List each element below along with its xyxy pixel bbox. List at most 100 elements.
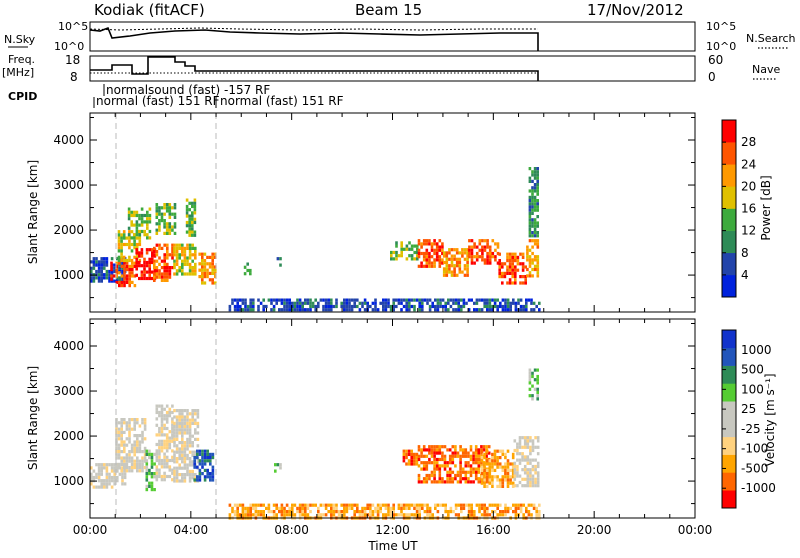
data-cell (186, 441, 189, 445)
data-cell (188, 227, 191, 231)
data-cell (467, 513, 471, 517)
data-cell (518, 461, 522, 465)
data-cell (165, 426, 169, 431)
data-cell (166, 256, 169, 260)
data-cell (534, 480, 537, 485)
data-cell (198, 275, 201, 279)
data-cell (158, 414, 161, 418)
data-cell (304, 510, 307, 514)
data-cell (155, 222, 159, 226)
data-cell (506, 298, 510, 302)
data-cell (158, 269, 161, 273)
data-cell (418, 503, 421, 507)
data-cell (379, 503, 382, 507)
data-cell (158, 219, 161, 223)
data-cell (350, 506, 354, 510)
data-cell (115, 271, 118, 275)
data-cell (178, 450, 181, 454)
data-cell (108, 479, 111, 483)
data-cell (130, 446, 134, 450)
data-cell (496, 478, 499, 482)
data-cell (428, 457, 431, 462)
data-cell (449, 510, 453, 514)
data-cell (252, 513, 255, 517)
data-cell (203, 462, 207, 466)
data-cell (125, 427, 129, 431)
data-cell (536, 274, 540, 278)
data-cell (160, 219, 164, 223)
data-cell (123, 482, 127, 486)
data-cell (130, 459, 134, 463)
data-cell (133, 261, 137, 265)
data-cell (488, 301, 492, 305)
data-cell (506, 468, 510, 472)
colorbar-tick-label: 500 (741, 363, 764, 377)
data-cell (181, 441, 184, 445)
data-cell (117, 258, 121, 263)
data-cell (513, 461, 517, 465)
data-cell (504, 308, 507, 312)
data-cell (528, 248, 532, 252)
data-cell (369, 503, 372, 507)
data-cell (324, 513, 328, 517)
data-cell (531, 251, 534, 256)
data-cell (428, 473, 431, 478)
data-cell (496, 506, 499, 510)
nave-label: Nave (752, 63, 780, 76)
data-cell (428, 308, 432, 312)
data-cell (488, 258, 492, 262)
data-cell (186, 256, 189, 260)
data-cell (533, 205, 537, 209)
data-cell (141, 418, 144, 422)
data-cell (97, 475, 101, 480)
data-cell (480, 461, 483, 465)
data-cell (123, 456, 126, 460)
data-cell (382, 513, 385, 517)
data-cell (501, 510, 505, 514)
data-cell (421, 503, 424, 507)
data-cell (532, 308, 536, 312)
data-cell (92, 469, 96, 473)
data-cell (171, 458, 174, 463)
data-cell (123, 264, 126, 268)
data-cell (173, 203, 177, 207)
data-cell (529, 439, 532, 443)
data-cell (178, 412, 181, 416)
data-cell (496, 484, 499, 488)
data-cell (150, 456, 154, 460)
data-cell (128, 427, 131, 431)
data-cell (120, 459, 123, 463)
data-cell (340, 301, 343, 305)
data-cell (241, 308, 245, 312)
data-cell (371, 510, 375, 514)
data-cell (138, 462, 142, 466)
data-cell (121, 472, 124, 476)
data-cell (345, 304, 349, 309)
data-cell (410, 462, 413, 466)
data-cell (420, 480, 423, 484)
data-cell (456, 454, 460, 458)
data-cell (448, 477, 452, 481)
data-cell (163, 474, 166, 479)
data-cell (97, 466, 101, 470)
data-cell (165, 228, 169, 232)
data-cell (513, 439, 517, 443)
data-cell (178, 253, 181, 257)
data-cell (491, 251, 495, 256)
data-cell (528, 205, 532, 209)
data-cell (194, 428, 197, 432)
data-cell (188, 233, 191, 237)
data-cell (115, 268, 118, 272)
data-cell (526, 477, 530, 481)
data-cell (493, 459, 497, 463)
data-cell (418, 513, 421, 517)
data-cell (466, 248, 469, 252)
data-cell (183, 418, 187, 422)
data-cell (160, 215, 164, 219)
data-cell (438, 264, 442, 268)
data-cell (128, 255, 131, 259)
data-cell (450, 270, 454, 274)
data-cell (498, 478, 502, 482)
data-cell (278, 510, 281, 514)
